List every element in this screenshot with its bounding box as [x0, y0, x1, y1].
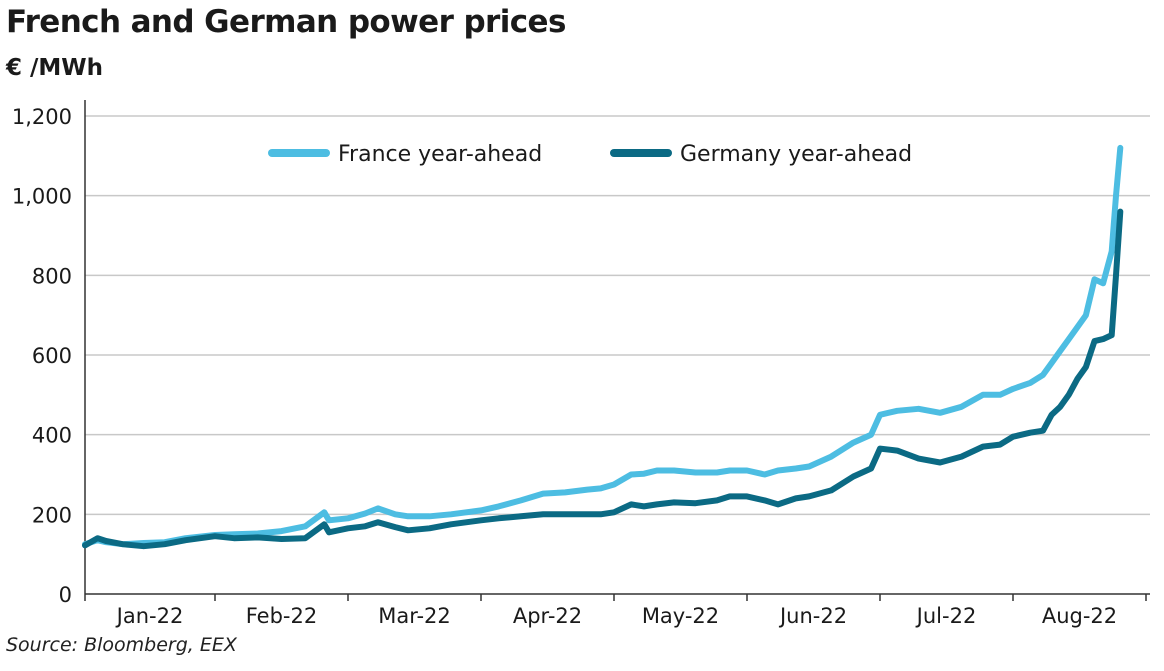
x-tick-label: Jul-22	[915, 604, 977, 628]
x-tick-label: Jan-22	[115, 604, 184, 628]
y-tick-label: 800	[32, 264, 72, 288]
legend-item-germany-label: Germany year-ahead	[680, 142, 912, 167]
x-tick-label: Aug-22	[1042, 604, 1117, 628]
x-tick-label: May-22	[642, 604, 719, 628]
series-line-germany	[82, 208, 1124, 550]
y-tick-label: 0	[59, 583, 72, 607]
y-tick-label: 400	[32, 424, 72, 448]
unit-label: € /MWh	[6, 55, 104, 81]
source-note: Source: Bloomberg, EEX	[6, 634, 237, 656]
legend-item-france-label: France year-ahead	[338, 142, 542, 167]
page-title: French and German power prices	[6, 4, 566, 40]
x-tick-label: Feb-22	[246, 604, 317, 628]
y-tick-label: 1,200	[12, 105, 72, 129]
x-tick-label: Apr-22	[513, 604, 582, 628]
series-line-france	[82, 144, 1124, 548]
y-tick-label: 200	[32, 503, 72, 527]
y-tick-label: 1,000	[12, 185, 72, 209]
x-tick-label: Jun-22	[778, 604, 847, 628]
x-tick-label: Mar-22	[378, 604, 451, 628]
y-tick-label: 600	[32, 344, 72, 368]
